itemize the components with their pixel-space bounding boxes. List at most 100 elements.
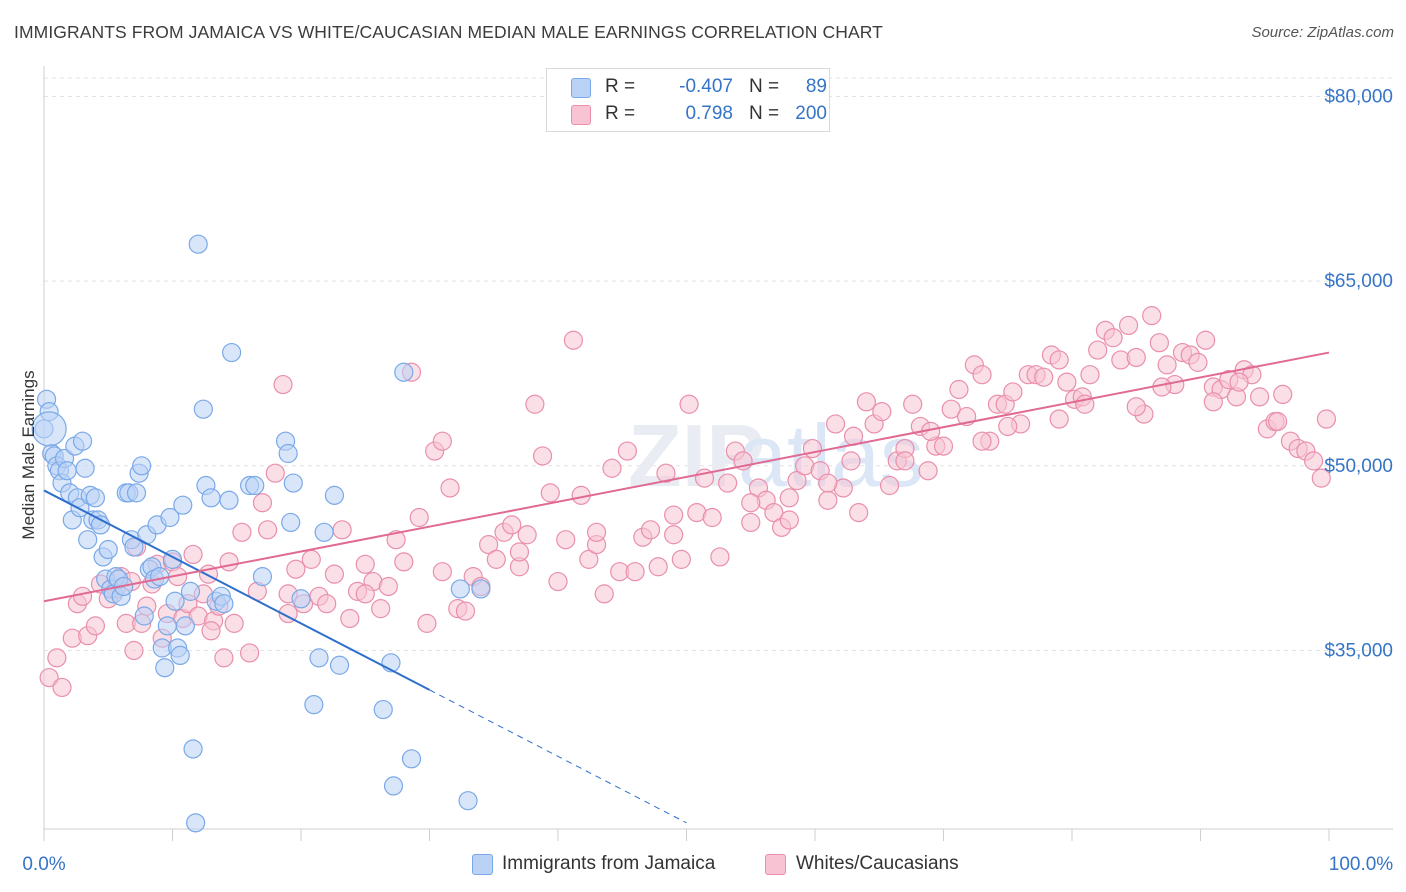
jamaica-point — [193, 399, 213, 419]
jamaica-point — [57, 461, 77, 481]
whites-point — [656, 463, 676, 483]
bottom-legend-label-whites: Whites/Caucasians — [796, 853, 959, 874]
whites-point — [286, 559, 306, 579]
jamaica-point — [126, 483, 147, 503]
jamaica-point — [281, 512, 301, 533]
whites-point — [579, 549, 599, 569]
jamaica-point — [458, 791, 478, 811]
whites-point — [509, 542, 530, 562]
whites-point — [1003, 382, 1023, 402]
whites-point — [1080, 365, 1100, 385]
whites-point — [1157, 355, 1177, 375]
whites-point — [918, 461, 938, 481]
legend-r-value-whites: 0.798 — [685, 103, 733, 124]
whites-point — [265, 463, 285, 483]
legend-r-value-jamaica: -0.407 — [679, 76, 733, 97]
whites-point — [432, 562, 452, 582]
whites-point — [455, 601, 476, 621]
whites-point — [1142, 306, 1162, 326]
jamaica-point — [134, 606, 154, 626]
whites-point — [124, 640, 144, 661]
whites-point — [1149, 333, 1169, 353]
jamaica-points — [31, 234, 491, 833]
tick-labels: $35,000 $50,000 $65,000 $80,000 0.0% 100.0% — [22, 86, 1393, 875]
whites-point — [1303, 451, 1324, 471]
jamaica-trend-line — [43, 489, 430, 691]
jamaica-point — [165, 591, 185, 611]
whites-point — [324, 564, 345, 584]
whites-point — [1273, 384, 1293, 405]
whites-point — [1118, 315, 1139, 336]
whites-point — [563, 330, 584, 350]
y-tick-label: $50,000 — [1324, 456, 1393, 477]
whites-point — [417, 613, 437, 633]
whites-point — [1049, 350, 1069, 370]
jamaica-point — [98, 539, 118, 560]
whites-point — [903, 394, 923, 414]
whites-point — [1267, 411, 1288, 432]
whites-point — [849, 502, 869, 523]
whites-point — [371, 599, 391, 619]
whites-point — [741, 512, 761, 533]
jamaica-point — [214, 594, 234, 614]
trend-lines — [43, 351, 1330, 824]
whites-point — [219, 552, 239, 572]
whites-point — [710, 547, 730, 567]
whites-point — [648, 557, 668, 577]
y-axis-label: Median Male Earnings — [19, 370, 38, 539]
jamaica-point — [75, 458, 95, 478]
whites-point — [617, 441, 637, 461]
jamaica-point — [329, 655, 350, 675]
whites-point — [764, 502, 784, 523]
whites-point — [787, 470, 807, 491]
whites-point — [340, 608, 360, 629]
whites-point — [895, 451, 915, 471]
whites-point — [1229, 372, 1249, 392]
bottom-legend-swatch-whites — [765, 854, 786, 875]
jamaica-point — [283, 473, 303, 493]
jamaica-point — [155, 658, 175, 678]
jamaica-point — [180, 581, 201, 601]
whites-point — [39, 667, 59, 688]
jamaica-point — [132, 456, 152, 476]
chart-title: IMMIGRANTS FROM JAMAICA VS WHITE/CAUCASI… — [14, 22, 883, 42]
whites-point — [818, 490, 838, 510]
jamaica-point — [450, 579, 470, 599]
whites-point — [556, 530, 576, 550]
whites-point — [933, 436, 954, 456]
whites-point — [1049, 409, 1069, 429]
x-tick-label-start: 0.0% — [22, 854, 65, 875]
whites-point — [432, 431, 452, 451]
whites-trend-line — [43, 351, 1330, 603]
whites-point — [201, 621, 221, 641]
whites-point — [671, 549, 691, 569]
whites-point — [779, 510, 799, 530]
whites-point — [85, 616, 106, 636]
y-tick-label: $35,000 — [1324, 640, 1393, 661]
whites-point — [386, 530, 406, 550]
whites-point — [47, 648, 67, 668]
whites-point — [273, 374, 293, 395]
y-tick-label: $80,000 — [1324, 86, 1393, 107]
whites-caucasians-points — [39, 306, 1337, 698]
legend-r-label: R = — [605, 76, 636, 97]
jamaica-point — [170, 645, 190, 666]
jamaica-point — [471, 579, 491, 599]
whites-point — [640, 520, 661, 540]
jamaica-point-large — [31, 411, 67, 447]
bottom-legend-label-jamaica: Immigrants from Jamaica — [502, 853, 716, 874]
jamaica-point — [394, 362, 414, 382]
jamaica-point — [175, 616, 195, 636]
whites-point — [779, 488, 799, 508]
whites-point — [818, 473, 838, 493]
whites-point — [332, 520, 352, 540]
whites-point — [525, 394, 545, 414]
jamaica-point — [291, 589, 311, 609]
whites-point — [440, 478, 460, 498]
legend-swatch-whites — [571, 105, 591, 125]
jamaica-point — [252, 567, 273, 587]
legend-r-label: R = — [605, 103, 636, 124]
whites-point — [949, 379, 969, 400]
y-tick-label: $65,000 — [1324, 271, 1393, 292]
